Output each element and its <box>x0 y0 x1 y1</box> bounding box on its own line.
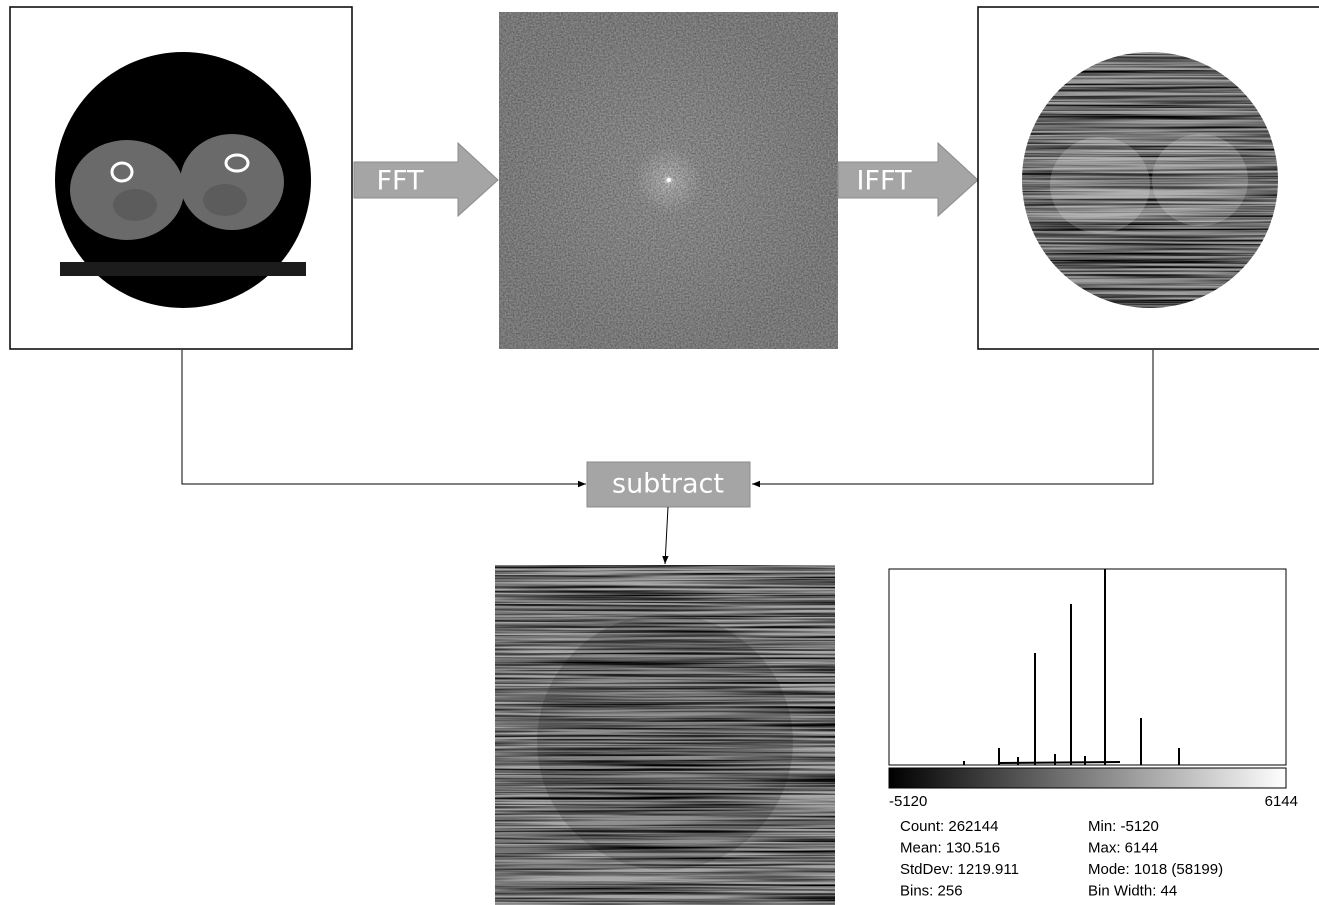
hist-min-label: -5120 <box>889 793 927 810</box>
lut-bar <box>889 768 1286 788</box>
histogram-stats: Count: 262144 Mean: 130.516 StdDev: 1219.9… <box>900 818 1223 900</box>
stat-text: Count: 262144 <box>900 818 998 835</box>
input-image <box>55 52 311 308</box>
stat-text: Min: -5120 <box>1088 818 1159 835</box>
stat-text: Bin Width: 44 <box>1088 882 1177 899</box>
difference-image <box>495 565 835 905</box>
connector <box>665 507 668 564</box>
stat-text: Mean: 130.516 <box>900 839 1000 856</box>
stat-text: Mode: 1018 (58199) <box>1088 861 1223 878</box>
subtract-label: subtract <box>612 469 724 500</box>
fft-image <box>499 12 838 349</box>
stat-text: Max: 6144 <box>1088 839 1158 856</box>
fft-label: FFT <box>376 166 424 197</box>
diagram: FFT IFFT subtract -5120 6144 Count: 26 <box>0 0 1319 905</box>
hist-max-label: 6144 <box>1265 793 1298 810</box>
histogram-frame <box>889 569 1286 765</box>
ifft-label: IFFT <box>856 166 912 197</box>
connector <box>752 350 1153 484</box>
stat-text: Bins: 256 <box>900 882 963 899</box>
stat-text: StdDev: 1219.911 <box>900 861 1019 878</box>
connector <box>182 350 586 484</box>
